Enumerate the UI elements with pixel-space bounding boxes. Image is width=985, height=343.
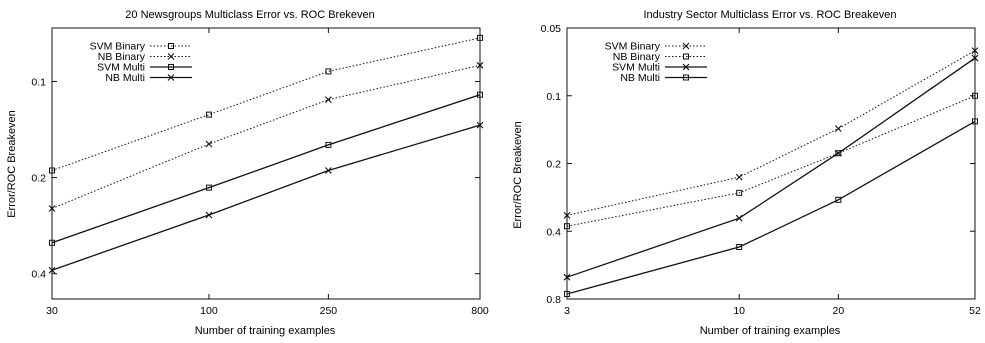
- data-point: [835, 150, 842, 157]
- legend-label: NB Binary: [613, 51, 661, 63]
- series-line: [566, 57, 976, 278]
- x-axis-label: Number of training examples: [700, 325, 841, 337]
- data-point: [49, 239, 55, 246]
- x-tick-label: 100: [200, 305, 218, 317]
- data-point: [325, 141, 332, 148]
- data-point: [971, 47, 979, 54]
- x-tick-label: 800: [471, 305, 489, 317]
- y-tick-label: 0.05: [541, 23, 562, 35]
- data-point: [476, 121, 484, 129]
- legend-marker: [682, 42, 690, 50]
- y-tick-label: 0.8: [546, 294, 561, 306]
- data-point: [972, 92, 978, 99]
- series-line: [566, 95, 976, 227]
- legend-label: SVM Binary: [90, 41, 146, 53]
- series-line: [51, 64, 481, 210]
- x-tick-label: 30: [46, 305, 58, 317]
- legend-label: NB Multi: [620, 72, 660, 84]
- data-point: [735, 173, 743, 181]
- data-point: [324, 96, 332, 104]
- data-point: [325, 68, 332, 75]
- legend-marker: [682, 63, 690, 71]
- legend-marker: [683, 74, 689, 81]
- data-point: [205, 184, 212, 191]
- data-point: [972, 118, 978, 125]
- data-point: [48, 266, 56, 274]
- y-tick-label: 0.2: [31, 173, 46, 185]
- data-point: [735, 214, 743, 222]
- legend-label: SVM Multi: [97, 62, 145, 74]
- legend-marker: [168, 43, 174, 49]
- data-point: [476, 61, 484, 69]
- y-axis-label: Error/ROC Breakeven: [6, 110, 18, 218]
- data-point: [477, 91, 483, 98]
- y-tick-label: 0.1: [31, 76, 46, 88]
- legend-marker: [683, 53, 689, 60]
- data-point: [477, 34, 483, 41]
- x-tick-label: 20: [832, 305, 844, 317]
- data-point: [324, 167, 332, 174]
- data-point: [563, 211, 571, 219]
- series-line: [566, 120, 976, 295]
- data-point: [736, 244, 743, 251]
- legend-label: NB Multi: [105, 72, 145, 84]
- data-point: [205, 140, 213, 148]
- data-point: [563, 273, 571, 281]
- legend-marker: [167, 53, 175, 60]
- data-point: [835, 196, 842, 203]
- x-tick-label: 250: [320, 305, 338, 317]
- data-point: [736, 189, 743, 196]
- chart-title: Industry Sector Multiclass Error vs. ROC…: [643, 9, 896, 21]
- legend-label: SVM Multi: [612, 62, 660, 74]
- y-tick-label: 0.4: [31, 269, 46, 281]
- legend-label: NB Binary: [98, 51, 146, 63]
- series-line: [51, 124, 481, 271]
- y-tick-label: 0.1: [546, 91, 561, 103]
- y-axis-label: Error/ROC Breakeven: [512, 121, 524, 229]
- x-tick-label: 10: [733, 305, 745, 317]
- legend-marker: [167, 74, 175, 81]
- data-point: [48, 205, 56, 212]
- x-tick-label: 52: [969, 305, 981, 317]
- y-tick-label: 0.2: [546, 159, 561, 171]
- data-point: [834, 149, 842, 157]
- y-tick-label: 0.4: [546, 226, 561, 238]
- chart-industry-sector: Industry Sector Multiclass Error vs. ROC…: [512, 9, 981, 337]
- series-line: [51, 37, 481, 171]
- chart-20-newsgroups: 20 Newsgroups Multiclass Error vs. ROC B…: [6, 9, 489, 337]
- x-tick-label: 3: [564, 305, 570, 317]
- data-point: [205, 211, 213, 219]
- data-point: [564, 290, 570, 297]
- data-point: [564, 223, 570, 230]
- data-point: [971, 54, 979, 62]
- series-line: [51, 94, 481, 244]
- legend-label: SVM Binary: [605, 41, 661, 53]
- data-point: [834, 125, 842, 133]
- data-point: [49, 167, 55, 174]
- chart-title: 20 Newsgroups Multiclass Error vs. ROC B…: [125, 9, 374, 21]
- series-line: [566, 50, 976, 216]
- plot-frame: [51, 27, 481, 300]
- legend-marker: [168, 64, 174, 70]
- x-axis-label: Number of training examples: [195, 325, 336, 337]
- data-point: [205, 111, 212, 118]
